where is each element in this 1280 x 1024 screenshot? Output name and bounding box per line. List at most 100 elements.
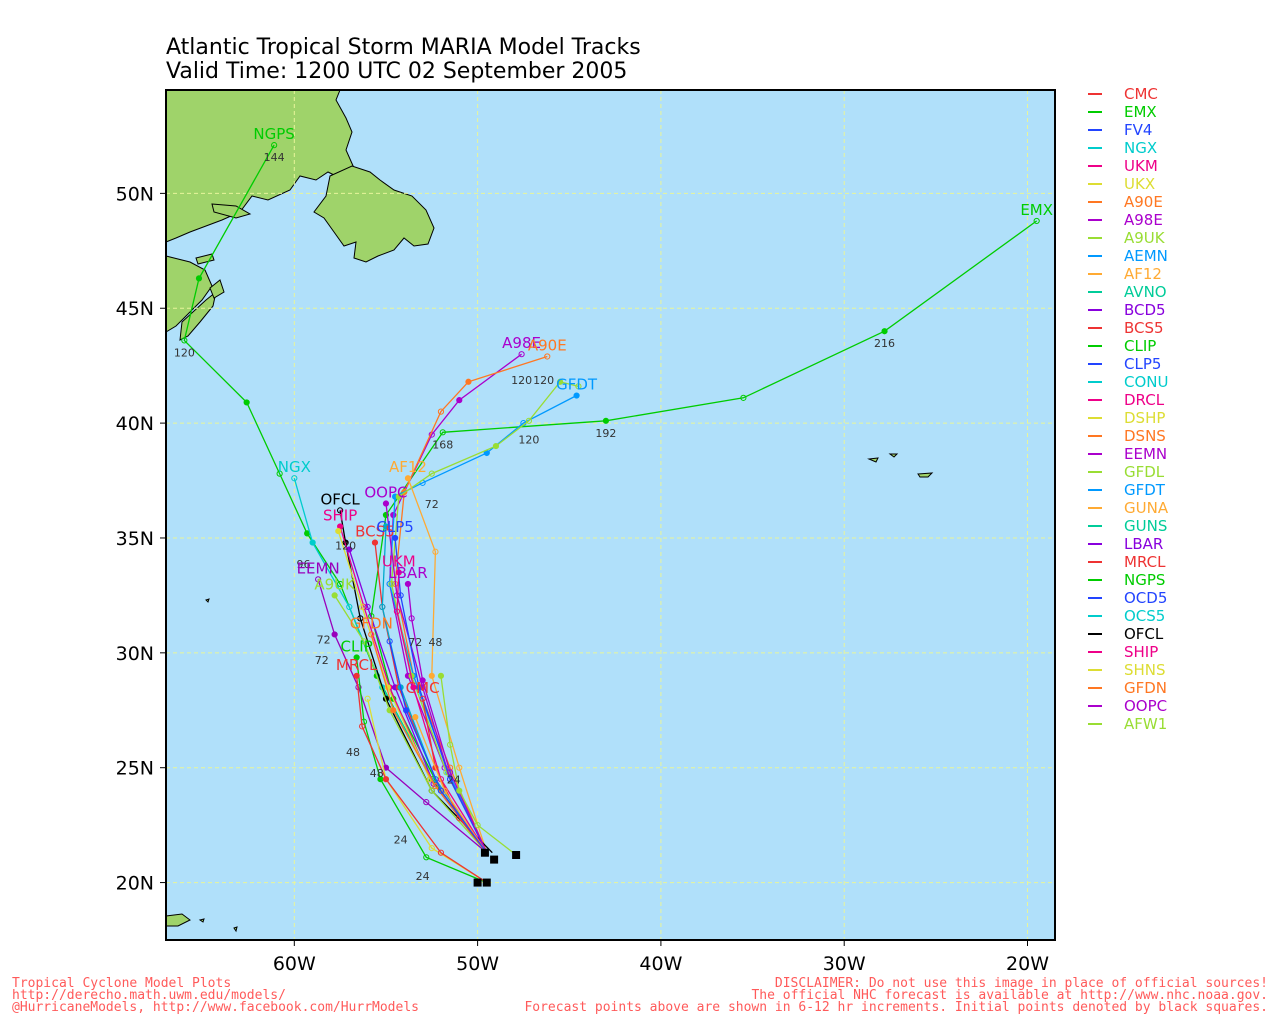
track-cmc: [421, 698, 488, 854]
legend-swatch: [1088, 147, 1102, 149]
legend-label: SHIP: [1124, 643, 1159, 661]
legend-swatch: [1088, 597, 1102, 599]
track-point: [337, 507, 344, 514]
track-point: [359, 723, 366, 730]
land-layer: [165, 89, 934, 933]
legend-item-eemn: EEMN: [1088, 445, 1278, 463]
land-virgin-islands: [198, 918, 205, 923]
track-end-label: CLP5: [376, 518, 413, 536]
legend-swatch: [1088, 543, 1102, 545]
track-end-label: A90E: [528, 336, 567, 354]
legend-item-ukx: UKX: [1088, 175, 1278, 193]
lon-tick-label: 40W: [639, 953, 682, 975]
legend-label: AVNO: [1124, 283, 1167, 301]
track-point: [392, 534, 399, 542]
legend-item-a98e: A98E: [1088, 211, 1278, 229]
lat-tick-label: 35N: [116, 528, 154, 550]
track-ofcl: [339, 510, 493, 854]
legend-swatch: [1088, 453, 1102, 455]
track-labels: 168 192 216 EMX 120 144 NGPS 96 NGX 120 A98E 120 A90…: [174, 125, 1053, 883]
legend-swatch: [1088, 507, 1102, 509]
legend-item-gfdl: GFDL: [1088, 463, 1278, 481]
forecast-hour-label: 120: [511, 374, 532, 387]
initial-point-marker: [473, 878, 482, 887]
legend-item-ship: SHIP: [1088, 643, 1278, 661]
legend-label: DSHP: [1124, 409, 1166, 427]
legend-swatch: [1088, 183, 1102, 185]
footer-disclaimer: DISCLAIMER: Do not use this image in pla…: [774, 976, 1268, 991]
track-point: [575, 383, 582, 390]
track-point: [403, 707, 410, 714]
legend-item-aemn: AEMN: [1088, 247, 1278, 265]
legend-label: LBAR: [1124, 535, 1164, 553]
legend-swatch: [1088, 129, 1102, 131]
track-point: [573, 392, 580, 399]
legend-swatch: [1088, 651, 1102, 653]
track-point: [335, 527, 342, 535]
legend-label: UKX: [1124, 175, 1156, 193]
track-point: [437, 849, 445, 856]
legend-item-ukm: UKM: [1088, 157, 1278, 175]
forecast-hour-label: 72: [408, 636, 422, 649]
land-anticosti: [211, 203, 252, 219]
legend-label: CLIP: [1124, 337, 1157, 355]
lat-tick-label: 20N: [116, 873, 154, 895]
track-point: [465, 378, 472, 385]
legend-label: GFDN: [1124, 679, 1168, 697]
lat-tick-label: 30N: [116, 643, 154, 665]
legend-item-mrcl: MRCL: [1088, 553, 1278, 571]
legend-label: EMX: [1124, 103, 1157, 121]
legend-swatch: [1088, 309, 1102, 311]
forecast-hour-label: 168: [432, 438, 453, 451]
track-eemn: [317, 579, 488, 854]
legend-label: CONU: [1124, 373, 1169, 391]
land-pei: [195, 253, 215, 265]
grid-lines: [166, 90, 1055, 940]
track-point: [423, 799, 430, 806]
track-end-label: CLIP: [340, 637, 372, 655]
legend-label: AF12: [1124, 265, 1162, 283]
legend-swatch: [1088, 399, 1102, 401]
legend-label: A9UK: [1124, 229, 1165, 247]
track-point: [544, 353, 551, 360]
legend-item-a90e: A90E: [1088, 193, 1278, 211]
track-gfdn: [370, 634, 488, 854]
track-end-label: SHIP: [323, 506, 357, 524]
initial-point-marker: [512, 851, 521, 859]
footer-right: DISCLAIMER: Do not use this image in pla…: [524, 976, 1268, 1014]
forecast-hour-label: 120: [174, 346, 195, 359]
track-point: [388, 580, 395, 588]
land-antilles: [233, 926, 238, 933]
track-point: [1033, 217, 1040, 225]
track-point: [428, 787, 435, 794]
legend-label: SHNS: [1124, 661, 1166, 679]
legend-label: OCD5: [1124, 589, 1168, 607]
legend-swatch: [1088, 633, 1102, 635]
legend-label: DRCL: [1124, 391, 1165, 409]
legend-swatch: [1088, 201, 1102, 203]
track-end-label: UKM: [382, 552, 416, 570]
legend-item-clip: CLIP: [1088, 337, 1278, 355]
land-newfoundland: [313, 165, 435, 263]
track-point: [428, 845, 435, 852]
forecast-hour-label: 96: [296, 558, 310, 571]
forecast-hour-label: 48: [428, 636, 442, 649]
forecast-hour-label: 120: [533, 374, 554, 387]
track-point: [602, 417, 610, 424]
track-point: [368, 631, 375, 638]
legend-item-a9uk: A9UK: [1088, 229, 1278, 247]
legend-item-lbar: LBAR: [1088, 535, 1278, 553]
track-point: [364, 603, 371, 610]
footer-social[interactable]: @HurricaneModels, http://www.facebook.co…: [12, 1000, 419, 1015]
track-point: [412, 714, 419, 721]
track-point: [395, 493, 402, 500]
lon-tick-label: 50W: [456, 953, 499, 975]
forecast-hour-label: 24: [416, 870, 430, 883]
legend-label: A90E: [1124, 193, 1163, 211]
lat-tick-label: 25N: [116, 758, 154, 780]
legend-label: BCS5: [1124, 319, 1164, 337]
footer-site-url[interactable]: http://derecho.math.uwm.edu/models/: [12, 988, 286, 1003]
legend-swatch: [1088, 705, 1102, 707]
track-point: [432, 782, 439, 790]
legend-swatch: [1088, 345, 1102, 347]
